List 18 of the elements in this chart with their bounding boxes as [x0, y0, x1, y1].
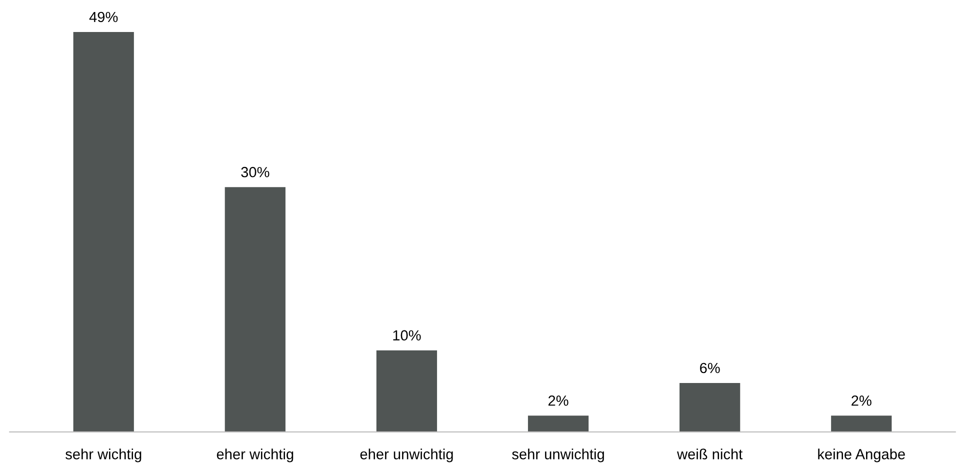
bar [528, 416, 589, 432]
x-tick-label: keine Angabe [818, 448, 905, 462]
bar [831, 416, 892, 432]
bar [224, 187, 286, 432]
data-label: 2% [548, 395, 568, 406]
x-tick-label: eher wichtig [216, 448, 294, 462]
bar [376, 350, 438, 432]
x-tick-label: eher unwichtig [360, 448, 453, 462]
x-tick-label: weiß nicht [676, 448, 743, 460]
data-label: 30% [241, 166, 270, 178]
x-tick-label: sehr wichtig [66, 448, 142, 462]
bar [680, 382, 740, 432]
x-tick-label: sehr unwichtig [512, 448, 604, 462]
bar [73, 32, 134, 432]
data-label: 6% [700, 362, 720, 374]
data-label: 10% [393, 330, 421, 341]
data-label: 49% [89, 12, 118, 22]
data-label: 2% [852, 395, 872, 406]
